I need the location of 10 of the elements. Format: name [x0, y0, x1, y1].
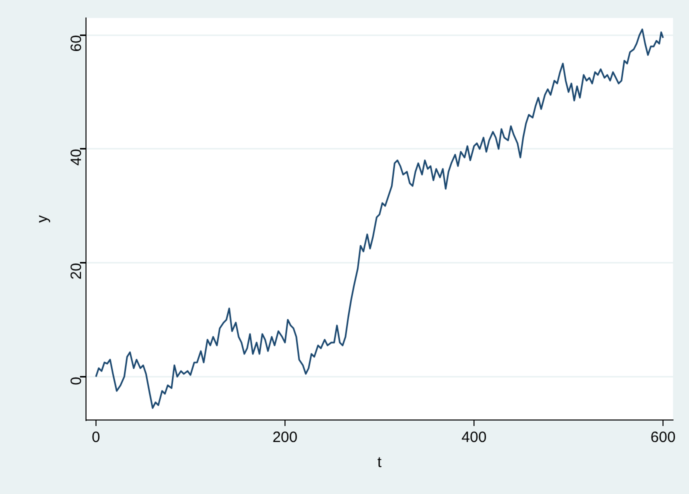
y-tick-label: 40 [68, 148, 86, 166]
x-axis-title: t [377, 454, 382, 472]
x-tick-label: 200 [272, 429, 298, 446]
y-tick-label: 60 [68, 35, 86, 52]
x-tick-label: 0 [92, 429, 100, 446]
x-tick-label: 400 [462, 429, 487, 446]
x-tick-label: 600 [650, 429, 676, 446]
y-tick-label: 0 [68, 376, 86, 386]
y-axis-title: y [34, 214, 52, 223]
y-tick-label: 20 [68, 262, 86, 280]
